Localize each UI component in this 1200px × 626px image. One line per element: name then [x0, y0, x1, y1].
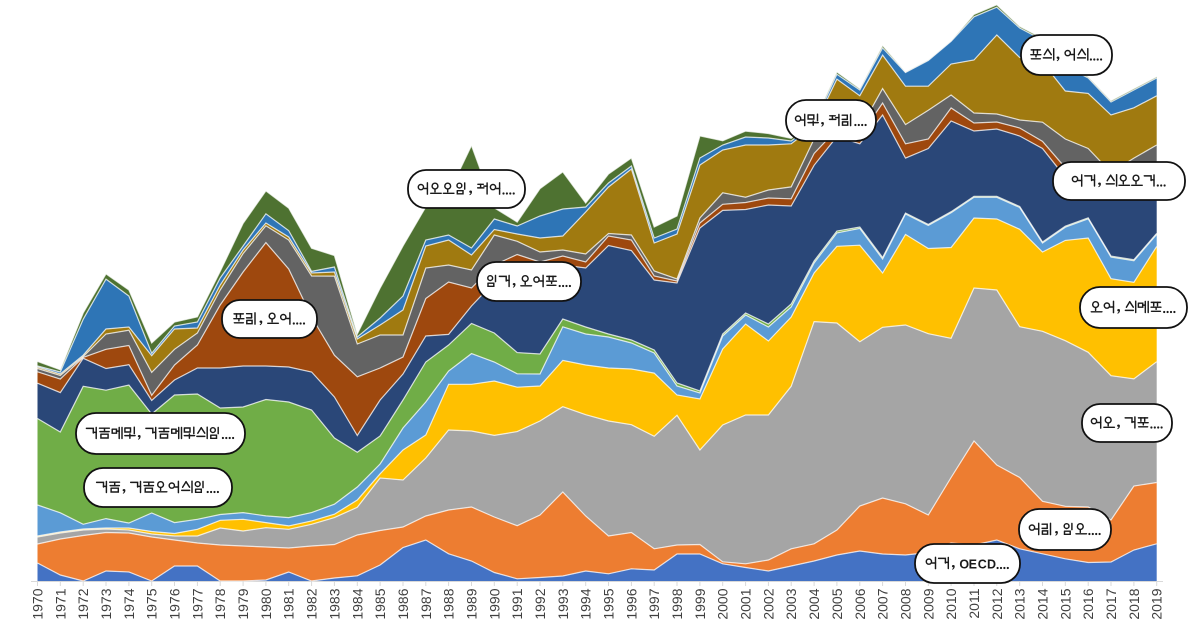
svg-text:1985: 1985 — [372, 588, 388, 619]
svg-text:1981: 1981 — [281, 588, 297, 619]
svg-text:1991: 1991 — [509, 588, 525, 619]
svg-text:1972: 1972 — [75, 588, 91, 619]
svg-text:D: D — [987, 558, 996, 572]
svg-text:2014: 2014 — [1035, 588, 1051, 619]
svg-text:2003: 2003 — [783, 588, 799, 619]
svg-text:1989: 1989 — [464, 588, 480, 619]
svg-text:1982: 1982 — [304, 588, 320, 619]
svg-text:1988: 1988 — [441, 588, 457, 619]
svg-text:1973: 1973 — [98, 588, 114, 619]
svg-text:2018: 2018 — [1126, 588, 1142, 619]
svg-text:1999: 1999 — [692, 588, 708, 619]
svg-text:1979: 1979 — [235, 588, 251, 619]
svg-text:2000: 2000 — [715, 588, 731, 619]
svg-text:2007: 2007 — [875, 588, 891, 619]
svg-text:2017: 2017 — [1103, 588, 1119, 619]
svg-text:2001: 2001 — [738, 588, 754, 619]
svg-text:1986: 1986 — [395, 588, 411, 619]
svg-text:1992: 1992 — [532, 588, 548, 619]
svg-text:1975: 1975 — [144, 588, 160, 619]
svg-text:1978: 1978 — [212, 588, 228, 619]
svg-text:2015: 2015 — [1057, 588, 1073, 619]
svg-text:2012: 2012 — [989, 588, 1005, 619]
svg-text:1995: 1995 — [601, 588, 617, 619]
svg-text:1984: 1984 — [349, 588, 365, 619]
svg-text:2013: 2013 — [1012, 588, 1028, 619]
svg-text:C: C — [978, 558, 987, 572]
svg-text:1994: 1994 — [578, 588, 594, 619]
svg-text:2008: 2008 — [898, 588, 914, 619]
svg-text:1990: 1990 — [486, 588, 502, 619]
svg-text:1993: 1993 — [555, 588, 571, 619]
svg-text:2006: 2006 — [852, 588, 868, 619]
svg-text:2011: 2011 — [966, 588, 982, 618]
svg-text:2002: 2002 — [760, 588, 776, 619]
svg-text:E: E — [969, 558, 977, 572]
svg-text:1983: 1983 — [326, 588, 342, 619]
svg-text:1974: 1974 — [121, 588, 137, 619]
svg-text:2009: 2009 — [920, 588, 936, 619]
svg-text:2004: 2004 — [806, 588, 822, 619]
svg-text:1976: 1976 — [167, 588, 183, 619]
svg-text:1980: 1980 — [258, 588, 274, 619]
svg-text:1971: 1971 — [52, 588, 68, 619]
svg-text:1987: 1987 — [418, 588, 434, 619]
svg-text:O: O — [959, 558, 969, 572]
svg-text:2010: 2010 — [943, 588, 959, 619]
svg-text:1997: 1997 — [646, 588, 662, 619]
svg-text:1996: 1996 — [623, 588, 639, 619]
svg-text:2019: 2019 — [1149, 588, 1165, 619]
svg-text:1998: 1998 — [669, 588, 685, 619]
svg-text:2016: 2016 — [1080, 588, 1096, 619]
svg-text:1970: 1970 — [30, 588, 46, 619]
svg-text:2005: 2005 — [829, 588, 845, 619]
svg-text:1977: 1977 — [189, 588, 205, 619]
